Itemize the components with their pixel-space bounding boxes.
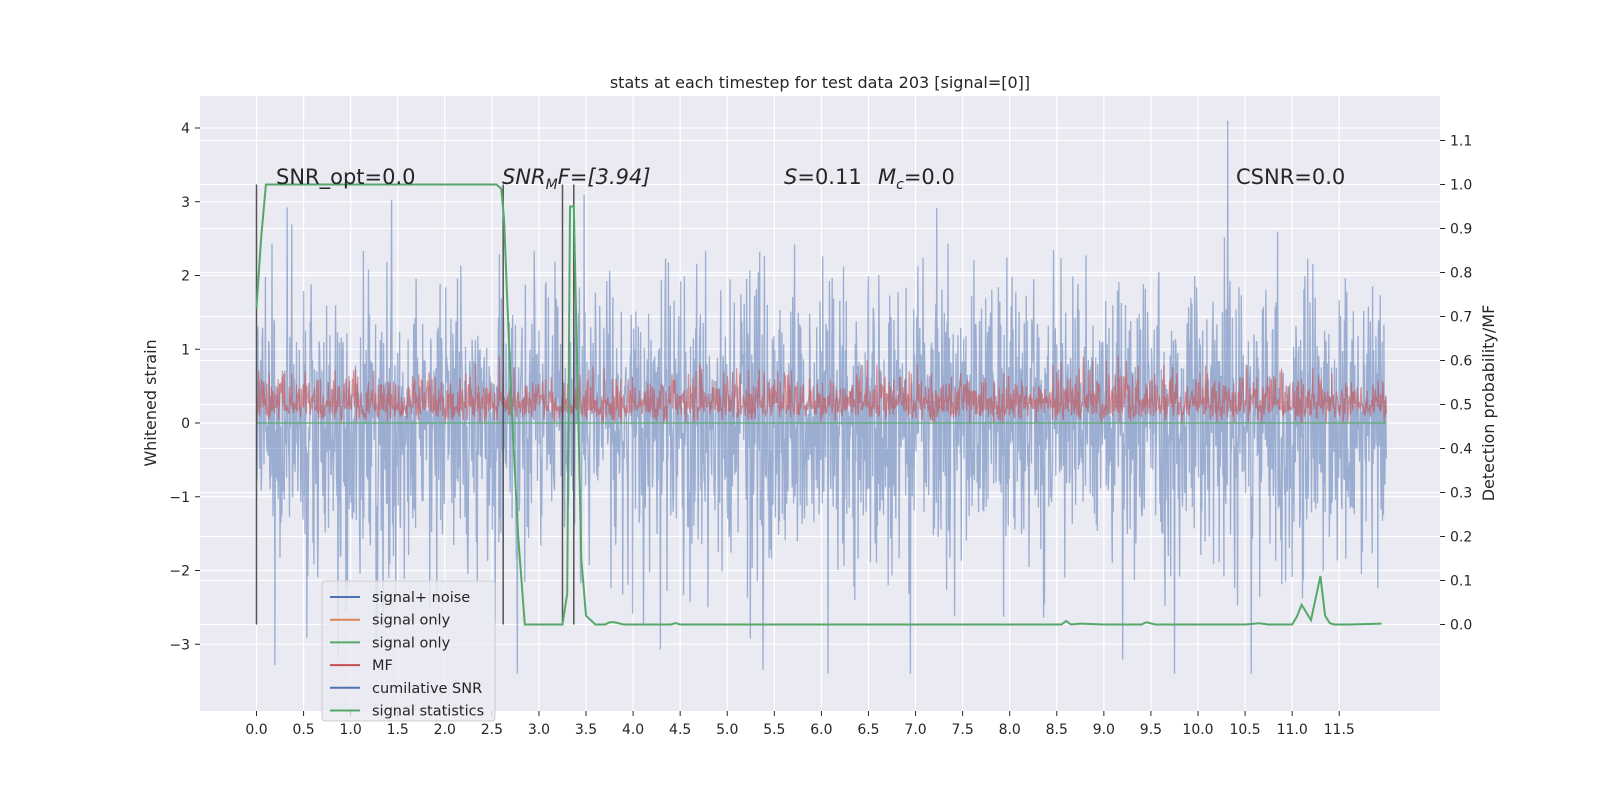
- legend-label: cumilative SNR: [372, 681, 482, 697]
- y-left-tick-label: −2: [169, 564, 190, 580]
- y-right-tick-label: 0.0: [1450, 618, 1472, 634]
- y-right-tick-label: 0.1: [1450, 574, 1472, 590]
- legend-label: MF: [372, 658, 393, 674]
- x-tick-label: 6.0: [810, 722, 832, 738]
- y-axis-left-label: Whitened strain: [141, 339, 160, 466]
- x-tick-label: 2.5: [481, 722, 503, 738]
- annotation-csnr: CSNR=0.0: [1236, 165, 1345, 189]
- x-tick-label: 11.0: [1277, 722, 1308, 738]
- y-right-tick-label: 0.7: [1450, 310, 1472, 326]
- x-tick-label: 9.0: [1093, 722, 1115, 738]
- vertical-markers: [255, 184, 575, 625]
- signal-noise-line: [255, 120, 1387, 674]
- annotations: SNR_opt=0.0 SNRMF=[3.94] S=0.11 Mc=0.0 C…: [276, 165, 1345, 193]
- y-left-tick-label: −3: [169, 637, 190, 653]
- legend-box: [321, 580, 496, 722]
- x-tick-label: 3.5: [575, 722, 597, 738]
- legend-label: signal only: [372, 635, 451, 651]
- mf-line: [255, 356, 1387, 424]
- y-right-tick-label: 0.8: [1450, 266, 1472, 282]
- x-tick-label: 8.0: [999, 722, 1021, 738]
- y-right-tick-label: 0.2: [1450, 530, 1472, 546]
- y-left-tick-label: 2: [181, 269, 190, 285]
- x-tick-label: 6.5: [857, 722, 879, 738]
- y-right-tick-label: 1.0: [1450, 178, 1472, 194]
- y-left-tick-label: −1: [169, 490, 190, 506]
- annotation-snr-mf: SNRMF=[3.94]: [502, 165, 651, 193]
- x-tick-label: 5.5: [763, 722, 785, 738]
- x-tick-label: 10.5: [1229, 722, 1260, 738]
- annotation-snr-opt: SNR_opt=0.0: [276, 165, 416, 190]
- x-tick-label: 0.5: [292, 722, 314, 738]
- signal-statistics-line: [255, 183, 1382, 626]
- x-tick-label: 5.0: [716, 722, 738, 738]
- y-right-tick-label: 0.9: [1450, 222, 1472, 238]
- x-tick-label: 4.0: [622, 722, 644, 738]
- y-right-tick-label: 0.6: [1450, 354, 1472, 370]
- x-tick-label: 8.5: [1046, 722, 1068, 738]
- x-tick-label: 3.0: [528, 722, 550, 738]
- x-tick-label: 1.5: [387, 722, 409, 738]
- y-left-tick-label: 1: [181, 342, 190, 358]
- legend-label: signal+ noise: [372, 590, 470, 606]
- annotation-mc: Mc=0.0: [878, 165, 955, 193]
- annotation-s: S=0.11: [784, 165, 862, 189]
- x-tick-label: 1.0: [340, 722, 362, 738]
- y-right-tick-label: 1.1: [1450, 134, 1472, 150]
- legend: signal+ noise signal only signal only MF cum…: [321, 580, 496, 722]
- x-tick-label: 9.5: [1140, 722, 1162, 738]
- y-left-tick-label: 0: [181, 416, 190, 432]
- legend-label: signal only: [372, 613, 451, 629]
- tick-labels: 0.0 0.5 1.0 1.5 2.0 2.5 3.0 3.5 4.0 4.5 5.0 5.5 6.0 6…: [169, 121, 1472, 738]
- x-tick-label: 2.0: [434, 722, 456, 738]
- x-tick-label: 7.5: [951, 722, 973, 738]
- x-tick-label: 0.0: [245, 722, 267, 738]
- y-left-tick-label: 4: [181, 121, 190, 137]
- signal-noise-series: [255, 120, 1387, 674]
- x-tick-label: 7.0: [904, 722, 926, 738]
- y-left-tick-label: 3: [181, 195, 190, 211]
- chart-title: stats at each timestep for test data 203…: [610, 73, 1030, 92]
- signal-statistics-series: [255, 183, 1382, 626]
- legend-label: signal statistics: [372, 704, 484, 720]
- y-axis-right-label: Detection probability/MF: [1479, 305, 1498, 502]
- x-tick-label: 10.0: [1182, 722, 1213, 738]
- x-tick-label: 11.5: [1324, 722, 1355, 738]
- x-tick-label: 4.5: [669, 722, 691, 738]
- y-right-tick-label: 0.4: [1450, 442, 1472, 458]
- y-right-tick-label: 0.5: [1450, 398, 1472, 414]
- y-right-tick-label: 0.3: [1450, 486, 1472, 502]
- mf-series: [255, 356, 1387, 424]
